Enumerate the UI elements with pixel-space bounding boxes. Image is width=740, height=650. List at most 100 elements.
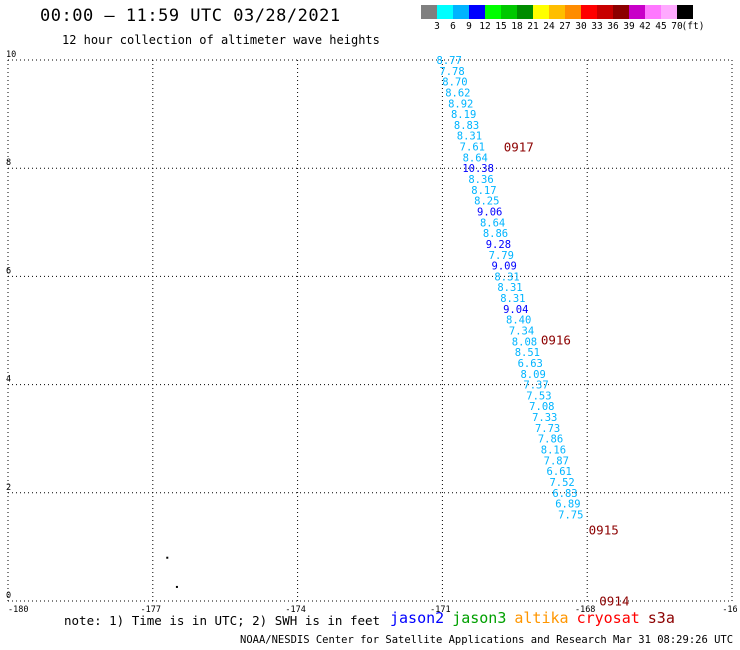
legend-label: 39 — [623, 21, 635, 32]
legend-swatch — [677, 5, 693, 19]
x-tick-label: -180 — [8, 605, 28, 615]
color-legend — [421, 5, 693, 19]
wave-height-label: 7.08 — [529, 401, 554, 413]
pass-time-label: 0916 — [541, 333, 571, 348]
wave-height-label: 8.92 — [448, 98, 473, 110]
x-tick-label: -177 — [141, 605, 161, 615]
satellite-legend-item: altika — [514, 609, 569, 627]
color-legend-labels: 3 6 9 12 15 18 21 24 27 30 33 36 39 42 45 70 (ft) — [421, 21, 740, 33]
y-tick-label: 8 — [6, 158, 11, 168]
legend-swatch — [661, 5, 677, 19]
legend-label: 24 — [543, 21, 555, 32]
wave-height-label: 9.09 — [492, 261, 517, 273]
wave-height-label: 9.28 — [486, 239, 511, 251]
legend-label: 18 — [511, 21, 523, 32]
map-title: 00:00 – 11:59 UTC 03/28/2021 — [40, 6, 341, 26]
satellite-legend: jason2 jason3 altika cryosat s3a — [390, 609, 683, 627]
pass-time-label: 0914 — [599, 593, 629, 608]
satellite-legend-item: s3a — [647, 609, 675, 627]
satellite-legend-item: jason3 — [452, 609, 507, 627]
legend-swatch — [645, 5, 661, 19]
legend-label: 3 — [434, 21, 440, 32]
wave-height-label: 8.70 — [442, 77, 467, 89]
wave-height-label: 7.61 — [460, 142, 485, 154]
wave-height-label: 9.06 — [477, 206, 502, 218]
x-tick-label: -168 — [575, 605, 595, 615]
wave-height-label: 6.61 — [547, 466, 572, 478]
wave-height-label: 7.86 — [538, 434, 563, 446]
legend-label: 9 — [466, 21, 472, 32]
footer-note: note: 1) Time is in UTC; 2) SWH is in fe… — [64, 613, 381, 628]
wave-height-label: 8.31 — [457, 131, 482, 143]
wave-height-label: 8.36 — [468, 174, 493, 186]
y-tick-label: 2 — [6, 483, 11, 493]
wave-height-label: 8.08 — [512, 336, 537, 348]
wave-height-label: 8.40 — [506, 315, 531, 327]
x-tick-label: -16 — [722, 605, 737, 615]
wave-height-label: 7.78 — [439, 66, 464, 78]
satellite-legend-item: jason2 — [390, 609, 445, 627]
legend-swatch — [453, 5, 469, 19]
wave-height-label: 8.31 — [494, 271, 519, 283]
legend-label: (ft) — [681, 21, 705, 32]
legend-swatch — [501, 5, 517, 19]
legend-swatch — [629, 5, 645, 19]
wave-height-label: 7.37 — [523, 380, 548, 392]
satellite-legend-item: cryosat — [576, 609, 640, 627]
legend-swatch — [533, 5, 549, 19]
wave-height-label: 10.38 — [462, 163, 494, 175]
legend-label: 21 — [527, 21, 539, 32]
legend-swatch — [517, 5, 533, 19]
y-tick-label: 10 — [6, 50, 16, 60]
legend-swatch — [549, 5, 565, 19]
wave-height-label: 8.77 — [437, 55, 462, 67]
wave-height-label: 8.17 — [471, 185, 496, 197]
wave-height-label: 6.89 — [555, 499, 580, 511]
y-tick-label: 6 — [6, 266, 11, 276]
y-tick-label: 4 — [6, 375, 11, 385]
wave-height-label: 8.64 — [463, 152, 488, 164]
legend-label: 33 — [591, 21, 603, 32]
wave-height-label: 8.31 — [497, 282, 522, 294]
map-subtitle: 12 hour collection of altimeter wave hei… — [62, 33, 380, 47]
wave-height-label: 8.19 — [451, 109, 476, 121]
wave-height-label: 8.62 — [445, 87, 470, 99]
wave-height-label: 9.04 — [503, 304, 528, 316]
legend-label: 12 — [479, 21, 491, 32]
wave-height-label: 8.83 — [454, 120, 479, 132]
wave-height-label: 6.83 — [552, 488, 577, 500]
credit-line: NOAA/NESDIS Center for Satellite Applica… — [240, 634, 740, 646]
wave-height-label: 8.86 — [483, 228, 508, 240]
wave-height-label: 6.63 — [518, 358, 543, 370]
wave-height-label: 7.33 — [532, 412, 557, 424]
legend-swatch — [581, 5, 597, 19]
legend-label: 27 — [559, 21, 571, 32]
land-dot — [175, 585, 178, 588]
wave-height-label: 7.75 — [558, 509, 583, 521]
land-dot — [166, 556, 169, 559]
legend-swatch — [597, 5, 613, 19]
legend-swatch — [469, 5, 485, 19]
wave-height-label: 7.87 — [544, 455, 569, 467]
legend-label: 42 — [639, 21, 651, 32]
legend-label: 36 — [607, 21, 619, 32]
pass-time-label: 0917 — [504, 140, 534, 155]
legend-label: 6 — [450, 21, 456, 32]
legend-label: 45 — [655, 21, 667, 32]
x-tick-label: -174 — [285, 605, 305, 615]
y-tick-label: 0 — [6, 591, 11, 601]
wave-height-label: 8.25 — [474, 196, 499, 208]
legend-swatch — [613, 5, 629, 19]
wave-height-label: 8.16 — [541, 445, 566, 457]
legend-swatch — [565, 5, 581, 19]
wave-height-label: 7.73 — [535, 423, 560, 435]
wave-height-label: 7.79 — [489, 250, 514, 262]
wave-height-label: 7.53 — [526, 390, 551, 402]
wave-height-label: 8.64 — [480, 217, 505, 229]
legend-label: 30 — [575, 21, 587, 32]
wave-height-label: 7.34 — [509, 326, 534, 338]
x-tick-label: -171 — [430, 605, 450, 615]
legend-swatch — [437, 5, 453, 19]
legend-swatch — [485, 5, 501, 19]
